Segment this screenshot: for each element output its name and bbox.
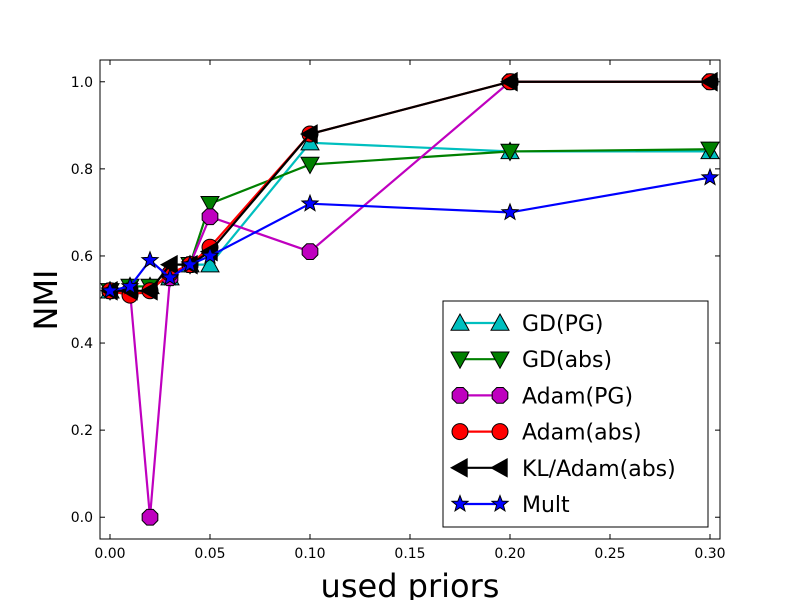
series-line [109,148,711,292]
legend-item: Adam(PG) [451,384,633,409]
series-line [109,80,710,297]
data-point [139,280,158,301]
legend: GD(PG) GD(abs) Adam(PG) Adam(abs) KL/Adam(ab… [442,300,709,528]
legend-label: Adam(PG) [522,384,633,409]
y-tick-label: 0.8 [71,162,93,178]
legend-label: Adam(abs) [522,421,642,446]
legend-label: KL/Adam(abs) [522,457,676,482]
data-point [201,208,219,226]
axis-ticks: 0.00 0.05 0.10 0.15 0.20 0.25 0.30 0.0 0.2 0.4 0.6… [71,60,726,562]
legend-label: GD(abs) [522,348,612,373]
legend-marker [449,457,468,478]
legend-marker [490,351,510,370]
legend-item: Mult [450,493,570,518]
y-tick-label: 0.4 [71,336,93,352]
data-point [300,193,320,212]
legend-item: GD(PG) [450,312,603,337]
legend-marker [491,387,509,404]
data-point [200,254,220,273]
data-point [180,254,200,273]
data-point [200,246,220,264]
data-point [100,280,120,299]
y-axis-label: NMI [27,270,65,331]
data-point [700,141,720,160]
x-tick-label: 0.00 [94,546,125,562]
data-point [700,167,720,186]
x-tick-label: 0.15 [394,546,425,562]
legend-marker [491,423,509,441]
data-point [160,267,180,286]
y-tick-label: 1.0 [71,75,93,91]
data-point [301,243,319,260]
legend-marker [490,312,510,331]
legend-item: Adam(abs) [451,421,642,446]
x-tick-label: 0.25 [594,546,625,562]
legend-marker [490,494,510,513]
legend-item: KL/Adam(abs) [449,457,676,482]
legend-marker [451,387,469,404]
legend-label: GD(PG) [522,312,603,337]
y-tick-label: 0.6 [71,249,93,265]
x-tick-label: 0.10 [294,546,325,562]
x-tick-label: 0.30 [694,546,725,562]
legend-marker [450,351,470,370]
data-point [500,202,520,221]
data-point [499,71,518,92]
x-tick-label: 0.20 [494,546,525,562]
legend-item: GD(abs) [450,348,612,373]
series-5 [100,167,720,299]
legend-box [442,300,709,528]
data-point [500,143,520,162]
x-tick-label: 0.05 [194,546,225,562]
legend-label: Mult [522,493,570,518]
plot-area [99,71,720,526]
series-line [109,141,710,292]
data-point [120,276,140,295]
legend-marker [450,312,470,331]
y-tick-label: 0.0 [71,510,93,526]
legend-marker [489,457,508,478]
data-point [159,254,178,275]
data-point [299,124,318,144]
y-tick-label: 0.2 [71,423,93,439]
data-point [140,250,160,269]
data-point [200,196,220,214]
data-point [141,508,159,526]
x-axis-label: used priors [321,567,500,600]
legend-marker [451,423,469,441]
legend-marker [450,494,470,513]
data-point [300,156,320,175]
